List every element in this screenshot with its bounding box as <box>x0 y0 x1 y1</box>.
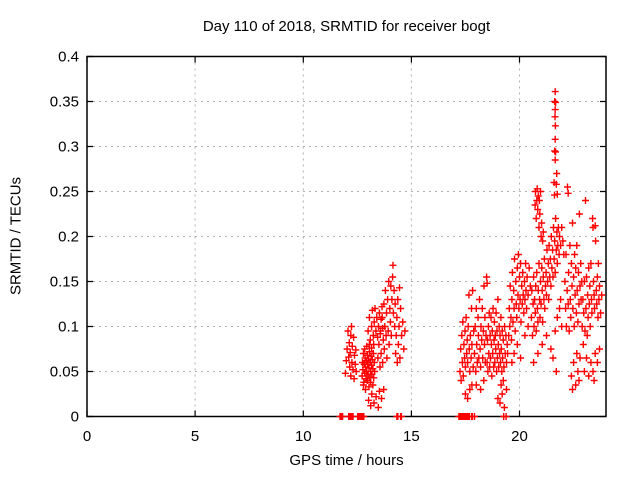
y-tick-label: 0.15 <box>50 274 79 291</box>
chart-title: Day 110 of 2018, SRMTID for receiver bog… <box>202 18 491 35</box>
y-tick-label: 0.4 <box>58 49 79 66</box>
data-points <box>336 88 606 420</box>
y-tick-label: 0.25 <box>50 184 79 201</box>
tick-marks <box>86 55 606 418</box>
x-tick-label: 10 <box>295 428 312 445</box>
x-tick-label: 5 <box>191 428 199 445</box>
x-tick-label: 15 <box>403 428 420 445</box>
y-tick-label: 0.2 <box>58 229 79 246</box>
x-axis-label: GPS time / hours <box>289 452 404 469</box>
x-tick-label: 20 <box>511 428 528 445</box>
y-tick-label: 0.35 <box>50 94 79 111</box>
y-tick-label: 0.05 <box>50 364 79 381</box>
y-tick-label: 0 <box>71 409 79 426</box>
x-tick-label: 0 <box>83 428 91 445</box>
y-tick-label: 0.3 <box>58 139 79 156</box>
y-tick-label: 0.1 <box>58 319 79 336</box>
